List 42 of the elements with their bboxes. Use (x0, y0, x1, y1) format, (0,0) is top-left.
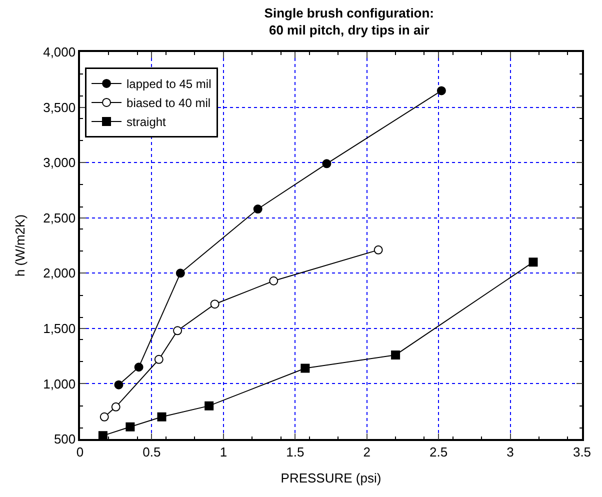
y-tick-label: 3,000 (43, 155, 76, 170)
x-tick-label: 1 (220, 444, 228, 460)
x-tick-label: 2 (363, 444, 370, 460)
point (300, 364, 310, 373)
x-tick-label: 3 (506, 444, 514, 460)
y-tick-label: 3,500 (43, 100, 76, 115)
point (528, 258, 538, 267)
point (134, 362, 144, 372)
chart-title: Single brush configuration: 60 mil pitch, dry tips in air (264, 5, 434, 38)
point (204, 401, 214, 410)
point (126, 422, 135, 432)
point (322, 159, 332, 168)
y-tick-label: 500 (54, 432, 76, 447)
point (253, 204, 262, 214)
point (114, 380, 124, 390)
point (154, 354, 164, 364)
x-tick-label: 1.5 (286, 444, 304, 460)
point (157, 412, 166, 422)
x-tick-label: 2.5 (430, 444, 448, 460)
y-tick-label: 1,000 (43, 376, 76, 392)
y-tick-label: 2,000 (43, 266, 76, 281)
point (98, 431, 108, 439)
point (210, 300, 220, 309)
legend-label: straight (126, 115, 167, 130)
legend-label: biased to 40 mil (126, 96, 211, 110)
x-axis-title: PRESSURE (psi) (280, 470, 382, 486)
point (173, 326, 182, 336)
x-tick-label: 0 (76, 444, 84, 460)
point (436, 86, 446, 96)
y-tick-label: 4,000 (43, 44, 76, 60)
point (100, 412, 109, 422)
x-tick-label: 0.5 (142, 444, 161, 460)
point (176, 268, 185, 278)
x-tick-label: 3.5 (572, 444, 592, 460)
legend-label: lapped to 45 mil (126, 77, 212, 92)
point (391, 350, 400, 360)
y-tick-label: 2,500 (43, 210, 76, 226)
point (111, 402, 120, 412)
y-tick-label: 1,500 (43, 320, 76, 336)
point (374, 245, 383, 254)
y-axis-title: h (W/m2K) (12, 214, 28, 277)
point (269, 276, 278, 286)
